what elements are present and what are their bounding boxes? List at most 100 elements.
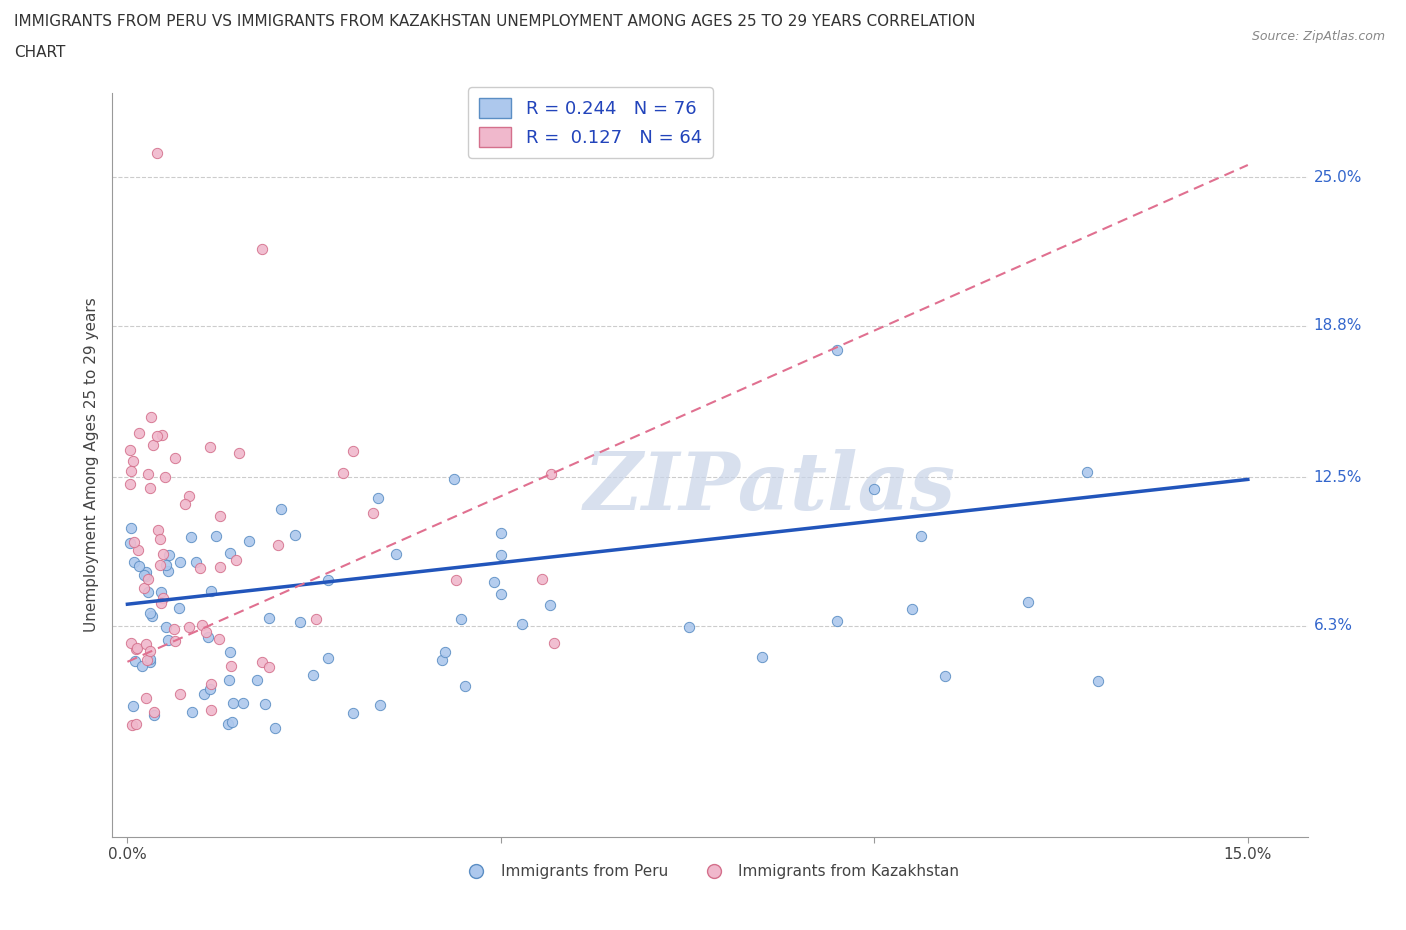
Point <box>245 672 267 687</box>
Point <box>368 698 391 712</box>
Point <box>139 481 162 496</box>
Point <box>1017 595 1039 610</box>
Point <box>453 679 475 694</box>
Point <box>678 620 700 635</box>
Point <box>197 630 219 644</box>
Point <box>179 489 201 504</box>
Point <box>219 658 242 673</box>
Point <box>149 557 172 572</box>
Point <box>181 705 204 720</box>
Point <box>361 505 384 520</box>
Point <box>225 552 247 567</box>
Point <box>342 706 364 721</box>
Point <box>141 608 163 623</box>
Point <box>1087 673 1109 688</box>
Text: 18.8%: 18.8% <box>1313 318 1362 333</box>
Point <box>434 644 457 659</box>
Point <box>385 547 408 562</box>
Point <box>228 445 250 460</box>
Point <box>205 529 228 544</box>
Point <box>238 533 260 548</box>
Point <box>163 634 186 649</box>
Point <box>318 573 340 588</box>
Point <box>259 660 281 675</box>
Point <box>125 717 148 732</box>
Point <box>198 682 221 697</box>
Point <box>910 529 932 544</box>
Point <box>155 557 177 572</box>
Point <box>120 635 142 650</box>
Text: 25.0%: 25.0% <box>1313 169 1362 184</box>
Point <box>232 696 254 711</box>
Point <box>200 703 222 718</box>
Point <box>131 659 153 674</box>
Point <box>128 558 150 573</box>
Point <box>120 521 142 536</box>
Point <box>825 614 848 629</box>
Point <box>543 635 565 650</box>
Point <box>163 451 186 466</box>
Point <box>139 651 162 666</box>
Point <box>250 242 273 257</box>
Point <box>1076 464 1098 479</box>
Point <box>222 696 245 711</box>
Point <box>122 555 145 570</box>
Point <box>540 467 562 482</box>
Point <box>152 591 174 605</box>
Text: 6.3%: 6.3% <box>1313 618 1353 633</box>
Text: Source: ZipAtlas.com: Source: ZipAtlas.com <box>1251 30 1385 43</box>
Point <box>169 686 191 701</box>
Point <box>120 464 142 479</box>
Text: IMMIGRANTS FROM PERU VS IMMIGRANTS FROM KAZAKHSTAN UNEMPLOYMENT AMONG AGES 25 TO: IMMIGRANTS FROM PERU VS IMMIGRANTS FROM … <box>14 14 976 29</box>
Point <box>180 530 202 545</box>
Point <box>138 584 160 599</box>
Point <box>122 454 145 469</box>
Point <box>128 425 150 440</box>
Point <box>218 545 240 560</box>
Point <box>825 342 848 357</box>
Legend: Immigrants from Peru, Immigrants from Kazakhstan: Immigrants from Peru, Immigrants from Ka… <box>454 858 966 885</box>
Point <box>174 497 197 512</box>
Point <box>304 611 326 626</box>
Point <box>157 564 180 578</box>
Point <box>120 476 142 491</box>
Point <box>443 472 465 486</box>
Point <box>217 716 239 731</box>
Point <box>163 622 186 637</box>
Point <box>191 618 214 633</box>
Point <box>145 429 167 444</box>
Point <box>194 624 217 639</box>
Point <box>193 686 215 701</box>
Point <box>125 641 148 656</box>
Point <box>127 543 149 558</box>
Point <box>138 467 160 482</box>
Point <box>152 546 174 561</box>
Point <box>135 690 157 705</box>
Point <box>150 595 173 610</box>
Point <box>430 653 453 668</box>
Point <box>200 584 222 599</box>
Point <box>118 535 141 550</box>
Point <box>489 525 512 540</box>
Point <box>169 555 191 570</box>
Point <box>367 491 389 506</box>
Point <box>143 705 166 720</box>
Text: CHART: CHART <box>14 45 66 60</box>
Point <box>446 572 468 587</box>
Point <box>288 615 311 630</box>
Point <box>184 555 207 570</box>
Point <box>264 721 287 736</box>
Point <box>139 655 162 670</box>
Point <box>127 641 149 656</box>
Point <box>118 443 141 458</box>
Point <box>218 672 240 687</box>
Point <box>121 698 143 713</box>
Point <box>489 587 512 602</box>
Point <box>209 559 232 574</box>
Point <box>254 697 277 711</box>
Point <box>200 676 222 691</box>
Point <box>530 571 553 586</box>
Point <box>139 605 162 620</box>
Point <box>266 538 288 552</box>
Point <box>219 644 242 659</box>
